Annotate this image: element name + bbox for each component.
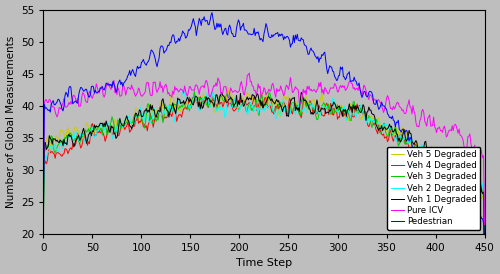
Veh 5 Degraded [411, 145, 417, 149]
Pedestrian [411, 153, 417, 156]
Veh 1 Degraded [298, 91, 304, 94]
Veh 4 Degraded [105, 128, 111, 131]
Veh 4 Degraded [40, 220, 46, 223]
Veh 3 Degraded [282, 104, 288, 107]
Pure ICV [105, 81, 111, 84]
Pure ICV [482, 223, 488, 226]
Veh 5 Degraded [40, 215, 46, 218]
Veh 4 Degraded [251, 95, 257, 98]
Veh 3 Degraded [105, 131, 111, 134]
Pedestrian [340, 65, 345, 69]
Veh 4 Degraded [282, 102, 288, 106]
Veh 2 Degraded [61, 143, 67, 147]
Veh 1 Degraded [222, 100, 228, 103]
Veh 3 Degraded [482, 250, 488, 254]
Line: Pedestrian: Pedestrian [44, 13, 484, 269]
Pure ICV [340, 84, 345, 87]
Pure ICV [282, 92, 288, 96]
Veh 1 Degraded [280, 106, 286, 109]
Veh 1 Degraded [482, 246, 488, 250]
Veh 4 Degraded [340, 110, 345, 113]
Veh 3 Degraded [192, 90, 198, 93]
Veh 2 Degraded [340, 106, 345, 110]
Veh 5 Degraded [482, 253, 488, 256]
Veh 2 Degraded [411, 147, 417, 150]
Veh 1 Degraded [40, 213, 46, 217]
Legend: Veh 5 Degraded, Veh 4 Degraded, Veh 3 Degraded, Veh 2 Degraded, Veh 1 Degraded, : Veh 5 Degraded, Veh 4 Degraded, Veh 3 De… [388, 147, 480, 230]
Pedestrian [282, 35, 288, 38]
Veh 5 Degraded [340, 106, 345, 109]
Veh 4 Degraded [61, 152, 67, 156]
Line: Pure ICV: Pure ICV [44, 73, 484, 225]
Pedestrian [105, 84, 111, 87]
Pedestrian [482, 267, 488, 270]
Pedestrian [61, 105, 67, 108]
Pure ICV [40, 189, 46, 192]
Veh 5 Degraded [61, 132, 67, 135]
Line: Veh 1 Degraded: Veh 1 Degraded [44, 92, 484, 248]
Pure ICV [61, 97, 67, 100]
Veh 3 Degraded [340, 109, 345, 112]
Veh 2 Degraded [105, 121, 111, 125]
Line: Veh 2 Degraded: Veh 2 Degraded [44, 91, 484, 253]
Veh 1 Degraded [61, 138, 67, 141]
Veh 2 Degraded [224, 106, 230, 109]
Veh 5 Degraded [105, 130, 111, 134]
Veh 2 Degraded [482, 251, 488, 254]
Veh 3 Degraded [224, 93, 230, 96]
Pedestrian [224, 32, 230, 35]
Veh 4 Degraded [222, 97, 228, 100]
Veh 5 Degraded [222, 101, 228, 104]
Pure ICV [246, 72, 252, 75]
Pedestrian [40, 190, 46, 193]
Veh 3 Degraded [40, 225, 46, 229]
Veh 3 Degraded [61, 139, 67, 143]
Veh 4 Degraded [411, 144, 417, 148]
Veh 1 Degraded [105, 125, 111, 128]
Y-axis label: Number of Global Measurements: Number of Global Measurements [6, 36, 16, 208]
Pedestrian [209, 11, 215, 14]
Pure ICV [411, 109, 417, 113]
Veh 2 Degraded [40, 219, 46, 222]
Veh 2 Degraded [282, 109, 288, 112]
Line: Veh 3 Degraded: Veh 3 Degraded [44, 91, 484, 252]
Veh 5 Degraded [282, 94, 288, 97]
Veh 1 Degraded [340, 115, 345, 118]
Veh 5 Degraded [224, 85, 230, 89]
X-axis label: Time Step: Time Step [236, 258, 292, 269]
Veh 1 Degraded [411, 143, 417, 146]
Veh 2 Degraded [180, 89, 186, 93]
Line: Veh 5 Degraded: Veh 5 Degraded [44, 87, 484, 255]
Veh 4 Degraded [482, 250, 488, 253]
Veh 3 Degraded [411, 143, 417, 147]
Pure ICV [222, 85, 228, 88]
Line: Veh 4 Degraded: Veh 4 Degraded [44, 96, 484, 252]
